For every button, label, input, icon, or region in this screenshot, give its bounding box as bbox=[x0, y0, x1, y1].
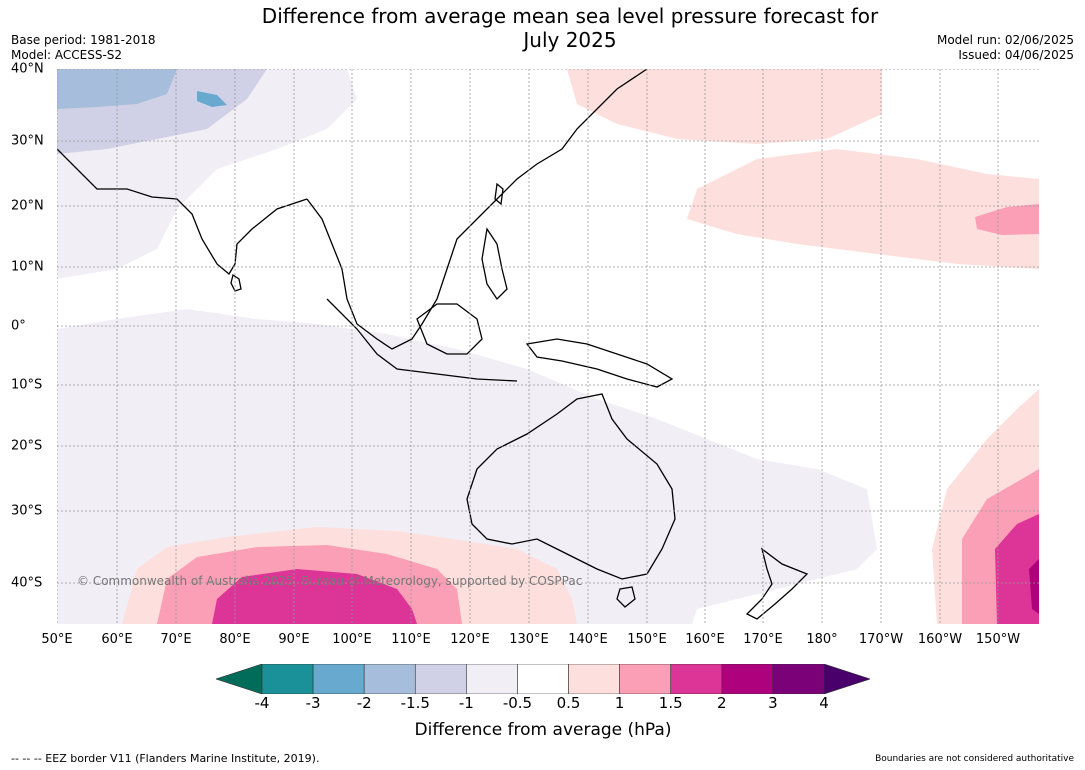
colorbar-swatch bbox=[772, 663, 825, 695]
colorbar-tick-label: 3 bbox=[768, 694, 778, 712]
latitude-label: 10°N bbox=[11, 259, 44, 275]
colorbar-tick-label: 2 bbox=[717, 694, 727, 712]
model-name: Model: ACCESS-S2 bbox=[11, 48, 123, 62]
coastline-sumatra-java bbox=[326, 298, 518, 382]
map-title: Difference from average mean sea level p… bbox=[0, 4, 1085, 52]
colorbar bbox=[215, 663, 871, 695]
colorbar-svg bbox=[215, 663, 871, 695]
longitude-label: 100°E bbox=[332, 632, 372, 647]
coastline-australia bbox=[466, 393, 676, 580]
map-svg bbox=[56, 68, 1039, 624]
colorbar-tick-label: 1 bbox=[614, 694, 625, 712]
colorbar-over-triangle bbox=[823, 663, 871, 695]
latitude-label: 20°S bbox=[11, 438, 43, 454]
coastline-new-guinea bbox=[525, 338, 674, 388]
latitude-label: 20°N bbox=[11, 198, 44, 214]
longitude-label: 140°E bbox=[568, 632, 608, 647]
colorbar-tick-label: -1 bbox=[458, 694, 474, 712]
map-panel bbox=[56, 68, 1039, 624]
coastlines bbox=[56, 68, 809, 620]
longitude-label: 50°E bbox=[41, 632, 73, 647]
longitude-label: 170°W bbox=[858, 632, 904, 647]
boundaries-disclaimer: Boundaries are not considered authoritat… bbox=[875, 754, 1074, 764]
model-run: Model run: 02/06/2025 bbox=[936, 33, 1074, 47]
latitude-label: 40°S bbox=[11, 575, 43, 591]
pos-anomaly-central-pacific-core bbox=[975, 204, 1039, 235]
title-line-1: Difference from average mean sea level p… bbox=[261, 4, 879, 28]
anomaly-fields bbox=[57, 69, 1039, 624]
coastline-tasmania bbox=[616, 586, 636, 608]
colorbar-tick-label: -1.5 bbox=[400, 694, 430, 712]
colorbar-swatch bbox=[363, 663, 416, 695]
latitude-label: 30°S bbox=[11, 503, 43, 519]
longitude-label: 130°E bbox=[509, 632, 549, 647]
colorbar-tick-label: 4 bbox=[819, 694, 829, 712]
issued-date: Issued: 04/06/2025 bbox=[958, 48, 1074, 62]
colorbar-swatch bbox=[670, 663, 723, 695]
longitude-label: 80°E bbox=[219, 632, 251, 647]
colorbar-swatch bbox=[568, 663, 620, 695]
colorbar-tick-label: -0.5 bbox=[502, 694, 533, 712]
latitude-label: 40°N bbox=[11, 61, 44, 77]
coastline-philippines bbox=[481, 227, 508, 301]
pos-anomaly-north-pacific bbox=[567, 69, 882, 144]
colorbar-swatch bbox=[261, 663, 314, 695]
colorbar-swatch bbox=[414, 663, 467, 695]
longitude-label: 180° bbox=[806, 632, 838, 647]
pos-anomaly-southeast-pacific-peak bbox=[1029, 559, 1039, 614]
longitude-label: 90°E bbox=[278, 632, 310, 647]
longitude-label: 60°E bbox=[101, 632, 133, 647]
pos-anomaly-southeast-pacific-core bbox=[995, 514, 1039, 624]
longitude-label: 120°E bbox=[450, 632, 490, 647]
coastline-india-arabia bbox=[56, 148, 308, 275]
colorbar-tick-label: -3 bbox=[305, 694, 321, 712]
coastline-taiwan bbox=[494, 182, 504, 206]
neg-anomaly-spot bbox=[197, 91, 227, 107]
colorbar-tick-label: -4 bbox=[254, 694, 270, 712]
coastline-southeast-asia bbox=[306, 68, 648, 350]
graticule bbox=[56, 68, 1039, 624]
coastline-borneo bbox=[416, 303, 483, 355]
longitude-label: 150°W bbox=[975, 632, 1021, 647]
colorbar-tick-label: 0.5 bbox=[556, 694, 581, 712]
meta-right: Model run: 02/06/2025 Issued: 04/06/2025 bbox=[937, 33, 1074, 63]
base-period: Base period: 1981-2018 bbox=[11, 33, 156, 47]
colorbar-swatch bbox=[619, 663, 672, 695]
longitude-label: 150°E bbox=[627, 632, 667, 647]
latitude-label: 30°N bbox=[11, 133, 44, 149]
copyright-notice: © Commonwealth of Australia 2025, Bureau… bbox=[77, 574, 583, 588]
colorbar-tick-label: -2 bbox=[356, 694, 372, 712]
coastline-new-zealand bbox=[745, 547, 809, 620]
longitude-label: 160°W bbox=[917, 632, 963, 647]
colorbar-under-triangle bbox=[215, 663, 263, 695]
colorbar-swatch bbox=[312, 663, 365, 695]
coastline-sri-lanka bbox=[230, 273, 242, 292]
eez-legend: -- -- -- EEZ border V11 (Flanders Marine… bbox=[11, 752, 320, 765]
latitude-label: 10°S bbox=[11, 377, 43, 393]
colorbar-swatch bbox=[721, 663, 774, 695]
colorbar-swatch bbox=[517, 663, 569, 695]
pos-anomaly-central-pacific bbox=[687, 149, 1039, 269]
longitude-label: 110°E bbox=[391, 632, 431, 647]
colorbar-swatch bbox=[466, 663, 518, 695]
longitude-label: 70°E bbox=[160, 632, 192, 647]
colorbar-label: Difference from average (hPa) bbox=[414, 720, 672, 740]
latitude-label: 0° bbox=[11, 318, 26, 334]
title-line-2: July 2025 bbox=[523, 28, 617, 52]
longitude-label: 170°E bbox=[743, 632, 783, 647]
meta-left: Base period: 1981-2018 Model: ACCESS-S2 bbox=[11, 33, 156, 63]
longitude-label: 160°E bbox=[685, 632, 725, 647]
colorbar-tick-label: 1.5 bbox=[658, 694, 683, 712]
